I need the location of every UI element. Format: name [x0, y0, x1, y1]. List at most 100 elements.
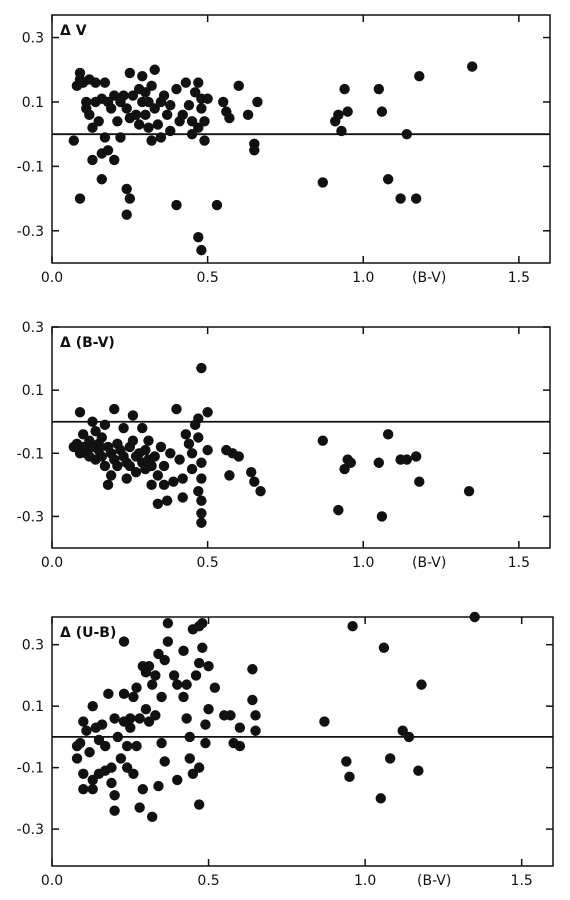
data-point — [140, 87, 151, 98]
data-point — [149, 103, 160, 114]
x-tick-label: 0.0 — [41, 555, 63, 571]
data-point — [186, 463, 198, 475]
y-tick-label: 0.1 — [22, 383, 44, 399]
data-point — [130, 109, 142, 121]
data-point — [78, 716, 89, 727]
data-point — [250, 725, 261, 736]
data-point — [99, 460, 111, 472]
data-point — [246, 467, 257, 478]
data-point — [118, 422, 129, 434]
data-point — [193, 485, 204, 497]
data-point — [224, 112, 235, 124]
data-point — [78, 768, 89, 779]
data-point — [184, 731, 195, 743]
data-point — [96, 432, 108, 443]
data-point — [134, 802, 145, 813]
data-point — [140, 444, 151, 456]
data-point — [373, 457, 385, 468]
data-point — [193, 232, 204, 243]
data-point — [200, 719, 211, 730]
data-point — [172, 679, 183, 690]
data-point — [193, 413, 204, 424]
data-point — [414, 476, 425, 487]
data-point — [196, 103, 207, 114]
data-point — [153, 780, 164, 792]
data-point — [121, 209, 132, 220]
data-point — [401, 454, 413, 465]
data-point — [158, 90, 170, 101]
data-point — [196, 457, 207, 468]
data-point — [186, 128, 198, 140]
data-point — [102, 145, 114, 156]
data-point — [121, 473, 132, 484]
data-point — [319, 716, 330, 727]
data-point — [410, 451, 422, 462]
y-tick-label: -0.1 — [17, 761, 44, 777]
data-point — [146, 479, 157, 491]
data-point — [184, 753, 195, 764]
y-tick-label: 0.3 — [22, 31, 44, 47]
data-point — [469, 611, 480, 623]
data-point — [74, 407, 86, 418]
data-point — [181, 713, 192, 724]
data-point — [247, 694, 258, 706]
data-point — [384, 753, 396, 764]
data-point — [158, 479, 170, 491]
data-point — [336, 125, 347, 137]
data-point — [112, 116, 123, 127]
y-tick-label: 0.3 — [22, 638, 44, 654]
data-point — [249, 476, 260, 487]
data-point — [93, 116, 104, 127]
data-point — [147, 811, 158, 823]
data-point — [143, 660, 155, 672]
data-point — [147, 679, 158, 690]
data-point — [403, 731, 415, 743]
data-point — [202, 93, 213, 104]
data-point — [124, 67, 136, 79]
data-point — [121, 103, 132, 114]
data-point — [156, 737, 167, 749]
data-point — [177, 109, 188, 121]
data-point — [152, 119, 164, 130]
data-point — [109, 790, 120, 801]
data-point — [130, 467, 142, 478]
data-point — [159, 654, 170, 666]
data-point — [133, 119, 145, 130]
data-point — [109, 713, 120, 724]
data-point — [155, 441, 167, 453]
data-point — [382, 174, 394, 185]
data-point — [196, 495, 207, 506]
data-point — [134, 713, 145, 724]
data-point — [161, 495, 173, 506]
data-point — [178, 691, 189, 703]
data-point — [87, 700, 98, 712]
data-point — [247, 664, 258, 675]
data-point — [146, 460, 157, 472]
data-point — [211, 199, 223, 211]
data-point — [109, 154, 120, 166]
data-point — [143, 122, 154, 133]
data-point — [118, 688, 130, 700]
data-point — [112, 460, 123, 472]
scatter-panel-1: 0.0 0.5 1.0 1.5 0.3 0.1 -0.1 -0.3 Δ V (B-V) — [17, 14, 551, 286]
data-point — [118, 636, 130, 647]
data-point — [171, 403, 182, 415]
data-point — [137, 70, 148, 82]
data-point — [463, 485, 475, 497]
x-tick-label: 0.0 — [41, 873, 63, 889]
data-point — [128, 691, 139, 703]
data-point — [193, 77, 204, 88]
data-point — [376, 106, 388, 117]
data-point — [156, 691, 167, 703]
data-point — [252, 96, 263, 108]
data-point — [317, 177, 328, 188]
y-tick-label: 0.1 — [22, 95, 44, 111]
data-point — [87, 122, 98, 133]
data-point — [341, 756, 352, 767]
scatter-panel-3: 0.0 0.5 1.0 1.5 0.3 0.1 -0.1 -0.3 Δ (U-B) (B-V) — [17, 611, 554, 889]
data-point — [149, 64, 160, 75]
data-point — [197, 642, 208, 653]
data-point — [234, 722, 246, 733]
data-point — [183, 438, 195, 450]
panel-label: Δ (B-V) — [60, 335, 115, 351]
